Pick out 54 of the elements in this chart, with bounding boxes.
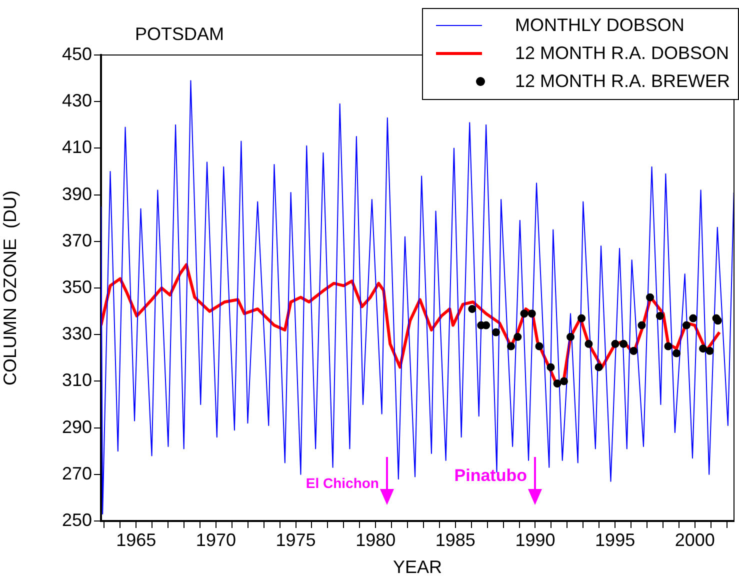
y-tick-label: 370 (62, 230, 92, 250)
point (664, 342, 672, 350)
point (638, 321, 646, 330)
point (689, 314, 698, 322)
point (611, 340, 620, 348)
x-tick-label: 1970 (196, 530, 236, 550)
x-tick-label: 1980 (356, 530, 396, 550)
annotation: El Chichon (306, 475, 379, 491)
point (468, 304, 476, 313)
point (535, 342, 544, 350)
x-tick-label: 2000 (674, 530, 715, 550)
point (560, 377, 568, 386)
x-tick-label: 1985 (435, 530, 476, 550)
x-axis-title: YEAR (392, 557, 442, 578)
y-tick-label: 350 (62, 276, 92, 297)
point (506, 342, 515, 350)
point (514, 332, 522, 341)
y-tick-label: 410 (62, 137, 92, 158)
legend-label: MONTHLY DOBSON (514, 14, 684, 36)
legend-label: 12 MONTH R.A. DOBSON (514, 42, 729, 64)
y-tick-label: 290 (62, 416, 92, 437)
point (578, 314, 586, 322)
point (594, 363, 603, 372)
y-tick-label: 430 (62, 90, 92, 111)
y-tick-label: 390 (62, 184, 92, 204)
x-tick-label: 1965 (116, 530, 156, 550)
point (714, 316, 722, 325)
x-tick-label: 1975 (276, 530, 316, 550)
legend-label: 12 MONTH R.A. BREWER (514, 70, 730, 92)
y-tick-label: 250 (62, 510, 92, 530)
point (672, 349, 681, 358)
x-tick-label: 1995 (595, 530, 636, 550)
annotation: Pinatubo (454, 466, 527, 486)
point (630, 346, 638, 355)
point (656, 312, 664, 320)
chart-title: POTSDAM (135, 24, 224, 45)
point (706, 346, 714, 355)
point (546, 363, 555, 372)
point (553, 380, 562, 388)
point (528, 310, 536, 318)
point (699, 344, 708, 353)
y-tick-label: 270 (62, 463, 92, 484)
y-tick-label: 450 (62, 44, 92, 64)
point (682, 321, 690, 330)
point (620, 340, 628, 348)
point (566, 332, 575, 341)
point (584, 340, 593, 348)
y-tick-label: 310 (62, 370, 92, 390)
point (646, 293, 654, 302)
point (492, 328, 500, 336)
y-axis-title: COLUMN OZONE (DU) (0, 190, 20, 386)
x-tick-label: 1990 (515, 530, 556, 550)
y-tick-label: 330 (62, 324, 92, 344)
point (520, 310, 528, 318)
